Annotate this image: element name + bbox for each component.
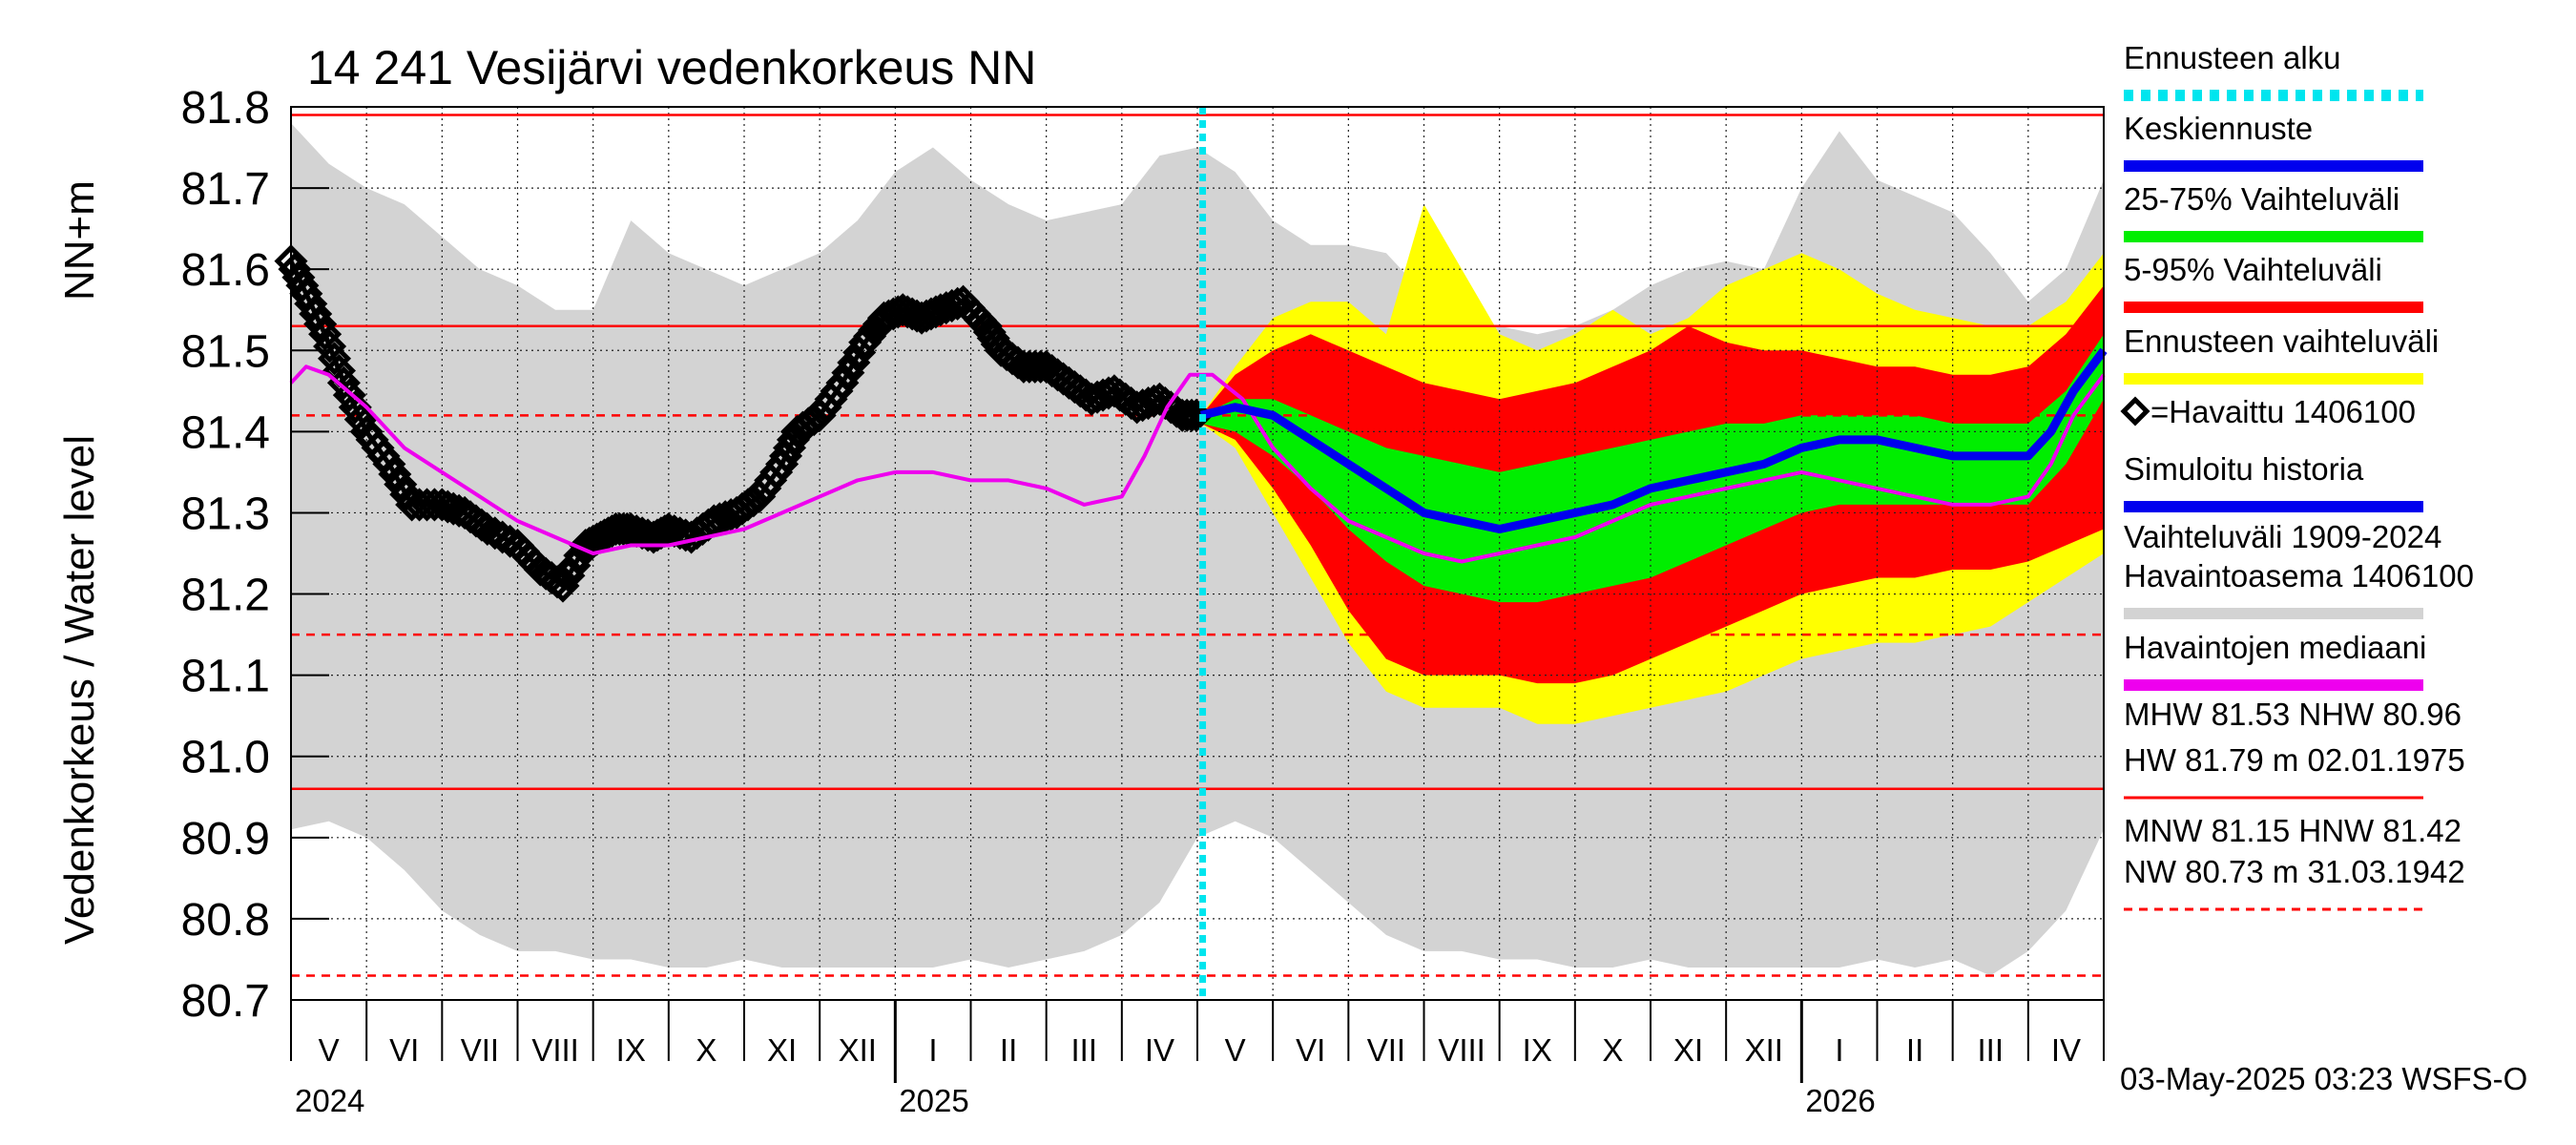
observed-marker: [384, 468, 418, 502]
x-month-label: VII: [1367, 1032, 1405, 1068]
legend-label: Havaintoasema 1406100: [2124, 558, 2474, 593]
observed-marker: [546, 569, 580, 603]
chart-title: 14 241 Vesijärvi vedenkorkeus NN: [307, 41, 1036, 94]
x-month-label: IV: [2051, 1032, 2081, 1068]
y-tick-label: 81.6: [181, 245, 270, 296]
observed-marker: [702, 502, 737, 536]
y-axis-label-left: Vedenkorkeus / Water level: [56, 435, 103, 945]
series-line-2: [1199, 347, 2108, 533]
y-tick-label: 81.1: [181, 652, 270, 702]
legend-label: Ennusteen alku: [2124, 40, 2341, 75]
observed-marker: [343, 403, 378, 437]
x-month-label: XI: [1673, 1032, 1703, 1068]
band-3: [1201, 334, 2104, 603]
legend-label: Ennusteen vaihteluväli: [2124, 323, 2439, 359]
observed-marker: [1170, 398, 1204, 432]
observed-marker: [486, 520, 520, 554]
x-month-label: XII: [839, 1032, 877, 1068]
observed-marker: [372, 447, 406, 481]
observed-marker: [332, 378, 366, 412]
x-month-label: IX: [616, 1032, 646, 1068]
x-month-label: III: [1977, 1032, 2004, 1068]
observed-marker: [303, 307, 338, 342]
timestamp: 03-May-2025 03:23 WSFS-O: [2120, 1061, 2527, 1096]
observed-marker: [551, 558, 586, 593]
y-axis-label-right: NN+m: [56, 180, 103, 301]
legend-label: MNW 81.15 HNW 81.42: [2124, 813, 2462, 848]
legend-label: =Havaittu 1406100: [2150, 394, 2416, 429]
legend-label: 5-95% Vaihteluväli: [2124, 252, 2382, 287]
legend-label: HW 81.79 m 02.01.1975: [2124, 742, 2465, 778]
observed-marker: [669, 518, 703, 552]
legend: Ennusteen alku Keskiennuste 25-75% Vaihtel…: [2120, 40, 2474, 911]
observed-marker: [1120, 390, 1154, 425]
grid-lines: [291, 106, 2104, 1001]
x-month-label: I: [928, 1032, 937, 1068]
observed-marker: [313, 329, 347, 364]
legend-label: Havaintojen mediaani: [2124, 630, 2426, 665]
x-month-label: VI: [1296, 1032, 1325, 1068]
observed-marker: [837, 345, 871, 380]
legend-label: 25-75% Vaihteluväli: [2124, 181, 2399, 217]
x-month-label: X: [1602, 1032, 1623, 1068]
y-tick-label: 80.7: [181, 976, 270, 1027]
y-tick-label: 81.5: [181, 326, 270, 377]
x-month-label: IV: [1145, 1032, 1174, 1068]
y-tick-label: 80.8: [181, 895, 270, 946]
x-year-label: 2024: [295, 1083, 364, 1118]
x-year-label: 2026: [1805, 1083, 1875, 1118]
x-month-label: II: [1000, 1032, 1017, 1068]
x-month-label: X: [696, 1032, 717, 1068]
observed-marker: [557, 549, 592, 583]
y-tick-label: 81.8: [181, 83, 270, 134]
legend-label: Vaihteluväli 1909-2024: [2124, 519, 2441, 554]
x-month-label: XII: [1745, 1032, 1783, 1068]
y-tick-label: 81.7: [181, 164, 270, 215]
observed-marker: [470, 511, 505, 547]
observed-marker: [1174, 398, 1209, 432]
y-tick-label: 81.0: [181, 733, 270, 783]
x-month-label: VII: [461, 1032, 499, 1068]
y-tick-label: 81.4: [181, 407, 270, 458]
x-month-label: III: [1070, 1032, 1097, 1068]
legend-label: Simuloitu historia: [2124, 451, 2364, 487]
observed-marker: [478, 516, 512, 551]
x-month-label: V: [319, 1032, 340, 1068]
x-month-label: VI: [389, 1032, 419, 1068]
y-tick-label: 81.2: [181, 571, 270, 621]
x-month-label: I: [1835, 1032, 1843, 1068]
observed-marker: [1136, 384, 1172, 418]
x-month-label: XI: [767, 1032, 797, 1068]
x-month-label: VIII: [1438, 1032, 1485, 1068]
x-year-label: 2025: [899, 1083, 968, 1118]
x-month-label: IX: [1523, 1032, 1552, 1068]
data-series: [274, 107, 2108, 1000]
y-tick-label: 81.3: [181, 489, 270, 539]
observed-marker: [308, 317, 343, 351]
observed-marker: [1074, 382, 1109, 416]
legend-marker: [2120, 396, 2150, 427]
observed-marker: [825, 365, 860, 400]
series-line-1: [289, 364, 2106, 564]
legend-label: MHW 81.53 NHW 80.96: [2124, 697, 2462, 732]
y-tick-label: 80.9: [181, 814, 270, 864]
x-month-label: II: [1906, 1032, 1923, 1068]
observed-marker: [929, 291, 964, 325]
legend-label: NW 80.73 m 31.03.1942: [2124, 854, 2465, 889]
observed-marker: [1165, 398, 1199, 432]
x-month-label: V: [1225, 1032, 1246, 1068]
observed-marker: [317, 342, 352, 376]
observed-marker: [1091, 376, 1126, 410]
x-month-label: VIII: [531, 1032, 579, 1068]
observed-marker: [378, 457, 412, 491]
legend-label: Keskiennuste: [2124, 111, 2313, 146]
observed-marker: [831, 356, 865, 390]
observed-marker: [924, 293, 958, 327]
axes: 81.8 81.7 81.6 81.5 81.4 81.3 81.2 81.1 81.0 80.9…: [181, 83, 2105, 1118]
